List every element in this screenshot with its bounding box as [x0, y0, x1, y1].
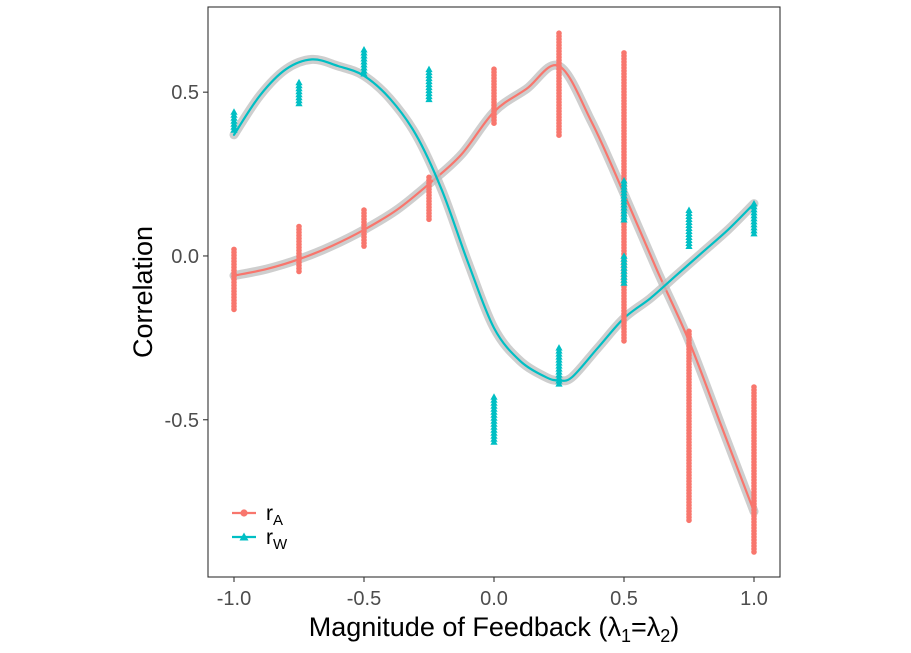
svg-text:rW: rW: [266, 526, 288, 553]
lambda-symbol-1: λ: [607, 612, 621, 642]
lambda-symbol-2: λ: [647, 612, 661, 642]
point-rW: [555, 380, 563, 387]
x-axis-title-sub2: 2: [660, 626, 670, 646]
point-group-rW-2: [360, 46, 368, 77]
y-axis: -0.5 0.0 0.5: [165, 82, 208, 432]
point-rW: [425, 95, 433, 103]
legend-sub-rA: A: [273, 512, 283, 529]
point-rA: [751, 549, 757, 555]
y-tick-label: 0.0: [171, 246, 199, 268]
point-rW: [490, 438, 498, 445]
point-rW: [230, 126, 238, 133]
point-group-rA-1: [296, 223, 302, 275]
x-axis-title-equals: =: [631, 612, 647, 642]
legend-label-rA: r: [266, 502, 273, 525]
legend-item-rW: rW: [232, 526, 288, 553]
point-group-rW-5: [555, 344, 563, 387]
point-group-rA-7: [686, 328, 692, 524]
x-axis-title-main: Magnitude of Feedback (: [309, 612, 608, 642]
y-tick-label: -0.5: [165, 410, 199, 432]
legend-sub-rW: W: [273, 536, 288, 553]
point-group-rA-0: [231, 246, 237, 313]
point-rW: [620, 279, 628, 286]
point-group-rA-3: [426, 174, 432, 223]
point-group-rA-5: [556, 30, 562, 138]
x-axis-title: Magnitude of Feedback (λ1=λ2): [309, 612, 680, 646]
point-group-rA-8: [751, 384, 757, 555]
legend-label-rW: r: [266, 526, 273, 549]
legend-marker-rA: [240, 509, 248, 517]
legend-item-rA: rA: [232, 502, 283, 529]
x-tick-label: -0.5: [347, 588, 381, 610]
point-rA: [686, 517, 692, 524]
point-group-rW-8: [685, 206, 693, 249]
x-axis: -1.0 -0.5 0.0 0.5 1.0: [217, 577, 768, 610]
legend-marker-rW: [239, 532, 249, 541]
point-group-rW-0: [230, 108, 238, 133]
point-rA: [621, 338, 627, 344]
point-rW: [620, 216, 628, 223]
x-tick-label: 0.5: [610, 588, 638, 610]
point-group-rA-2: [361, 207, 367, 249]
smooth-line-rA: [232, 64, 756, 513]
legend: rA rW: [232, 502, 288, 553]
point-group-rW-4: [490, 393, 498, 445]
point-group-rW-7: [620, 252, 628, 286]
point-group-rW-9: [750, 200, 758, 237]
point-group-rW-6: [620, 177, 628, 223]
points-layer: [230, 30, 758, 555]
point-rA: [556, 132, 562, 138]
y-tick-label: 0.5: [171, 82, 199, 104]
point-rA: [491, 120, 497, 126]
svg-text:rA: rA: [266, 502, 283, 529]
point-rA: [361, 243, 367, 249]
point-rW: [750, 230, 758, 237]
point-group-rW-1: [295, 78, 303, 107]
point-group-rW-3: [425, 65, 433, 103]
point-rA: [296, 268, 302, 275]
smooth-layer: [229, 54, 759, 516]
x-tick-label: 1.0: [740, 588, 768, 610]
point-group-rA-4: [491, 66, 497, 126]
x-tick-label: 0.0: [480, 588, 508, 610]
x-axis-title-close: ): [670, 612, 679, 642]
point-rW: [295, 99, 303, 107]
point-rW: [360, 70, 368, 77]
y-axis-title: Correlation: [128, 226, 158, 358]
smooth-line-rW: [232, 58, 756, 382]
x-axis-title-sub1: 1: [621, 626, 631, 646]
x-tick-label: -1.0: [217, 588, 251, 610]
point-rW: [685, 242, 693, 249]
point-rA: [231, 306, 237, 313]
point-rA: [426, 216, 432, 223]
